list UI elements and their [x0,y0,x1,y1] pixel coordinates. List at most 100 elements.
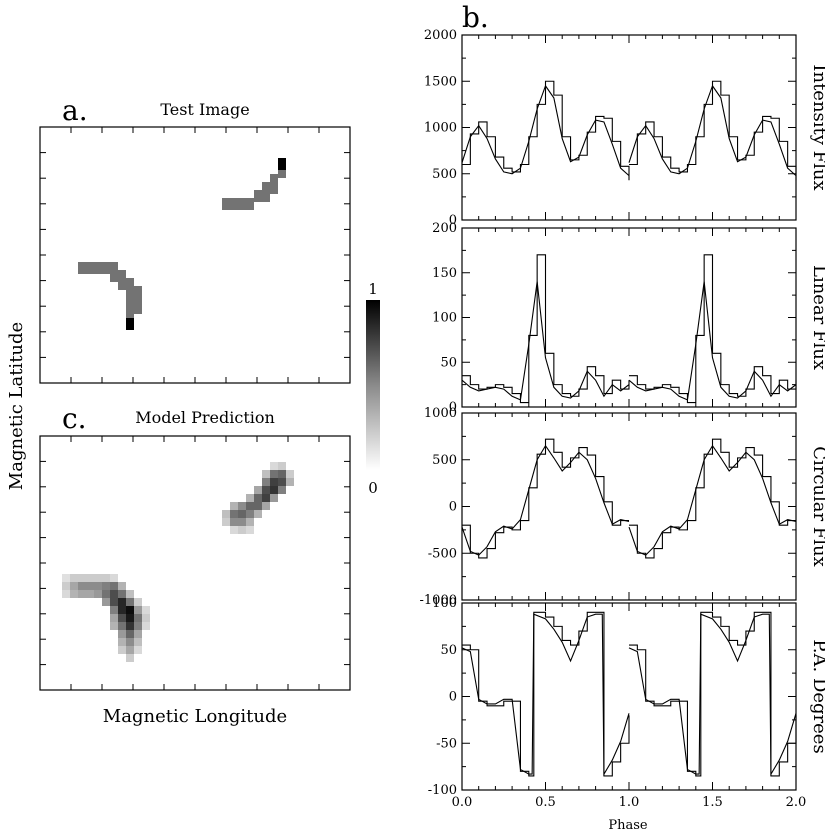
heatmap-cell [278,158,286,170]
heatmap-cell [254,190,262,202]
heatmap-cell [94,262,102,274]
heatmap-cell [70,574,78,582]
heatmap-cell [246,198,254,210]
model-prediction-cells [62,462,294,662]
heatmap-cell [238,510,246,518]
heatmap-cell [230,502,238,510]
y-tick-label: 500 [432,167,457,182]
heatmap-cell [110,614,118,622]
heatmap-cell [94,582,102,590]
heatmap-cell [126,590,134,598]
heatmap-cell [78,590,86,598]
heatmap-cell [126,614,134,622]
test-image-plot [39,126,351,384]
heatmap-cell [134,646,142,654]
light-curve-panels: 0 500 1000 1500 2000 Intensity Flux 0501001502… [420,28,825,810]
heatmap-cell [270,470,278,478]
panel-a-title: Test Image [160,100,249,119]
observed-curve [462,438,629,559]
heatmap-cell [262,470,270,478]
light-curve-panel: -100 -50 0 50 100 P.A. Degrees 0.0 0.5 1.0 1.5 2.0 [428,596,825,810]
heatmap-cell [118,606,126,614]
heatmap-cell [238,518,246,526]
heatmap-cell [134,286,142,298]
y-tick-label: -500 [428,546,457,561]
x-tick-label: 0.0 [452,795,473,810]
heatmap-cell [246,510,254,518]
heatmap-cell [278,470,286,478]
heatmap-cell [94,574,102,582]
heatmap-cell [230,526,238,534]
heatmap-cell [110,270,118,282]
heatmap-cell [94,590,102,598]
heatmap-cell [222,510,230,518]
panel-side-label: Intensity Flux [809,64,825,190]
heatmap-cell [110,622,118,630]
light-curve-panel: 0 50 100 150 200 Linear Flux [432,221,825,415]
panel-a-label: a. [62,94,88,127]
heatmap-cell [86,590,94,598]
heatmap-cell [70,582,78,590]
panel-frame [461,412,797,601]
heatmap-cell [286,470,294,478]
heatmap-cell [222,518,230,526]
observed-curve [462,80,630,181]
heatmap-cell [126,278,134,290]
y-tick-label: 100 [432,596,457,611]
heatmap-cell [126,310,134,322]
heatmap-cell [118,590,126,598]
heatmap-cell [246,494,254,502]
y-tick-label: 1000 [424,121,457,136]
heatmap-cell [278,462,286,470]
heatmap-cell [262,478,270,486]
panel-side-label: P.A. Degrees [809,639,825,753]
heatmap-cell [246,502,254,510]
heatmap-cell [126,286,134,298]
heatmap-cell [118,278,126,290]
y-tick-label: 1500 [424,74,457,89]
model-curve [461,444,630,556]
heatmap-cell [134,294,142,306]
heatmap-cell [102,590,110,598]
heatmap-cell [126,646,134,654]
heatmap-cell [86,262,94,274]
model-curve [461,613,630,777]
y-tick-label: 100 [432,311,457,326]
heatmap-cell [270,462,278,470]
heatmap-cell [262,190,270,202]
heatmap-cell [262,502,270,510]
colorbar-min-label: 0 [368,479,378,497]
heatmap-cell [246,518,254,526]
heatmap-cell [78,582,86,590]
heatmap-cell [230,518,238,526]
heatmap-cell [230,198,238,210]
test-image-cells [78,158,286,330]
heatmap-cell [126,638,134,646]
heatmap-cell [70,590,78,598]
y-tick-label: 0 [449,690,457,705]
heatmap-cell [126,598,134,606]
heatmap-cell [142,622,150,630]
heatmap-cell [62,574,70,582]
heatmap-cell [102,574,110,582]
heatmap-cell [126,630,134,638]
y-tick-label: 200 [432,221,457,236]
model-prediction-plot [39,435,351,691]
heatmap-cell [134,630,142,638]
observed-curve [629,611,797,777]
heatmap-cell [254,502,262,510]
heatmap-cell [110,574,118,582]
model-curve [628,281,797,401]
heatmap-cell [78,574,86,582]
observed-curve [629,438,796,559]
x-tick-label: 1.0 [619,795,640,810]
model-curve [628,613,797,777]
heatmap-cell [118,638,126,646]
heatmap-cell [126,294,134,306]
heatmap-cell [118,598,126,606]
heatmap-cell [270,486,278,494]
heatmap-cell [222,198,230,210]
y-tick-label: 2000 [424,28,457,43]
heatmap-cell [142,606,150,614]
